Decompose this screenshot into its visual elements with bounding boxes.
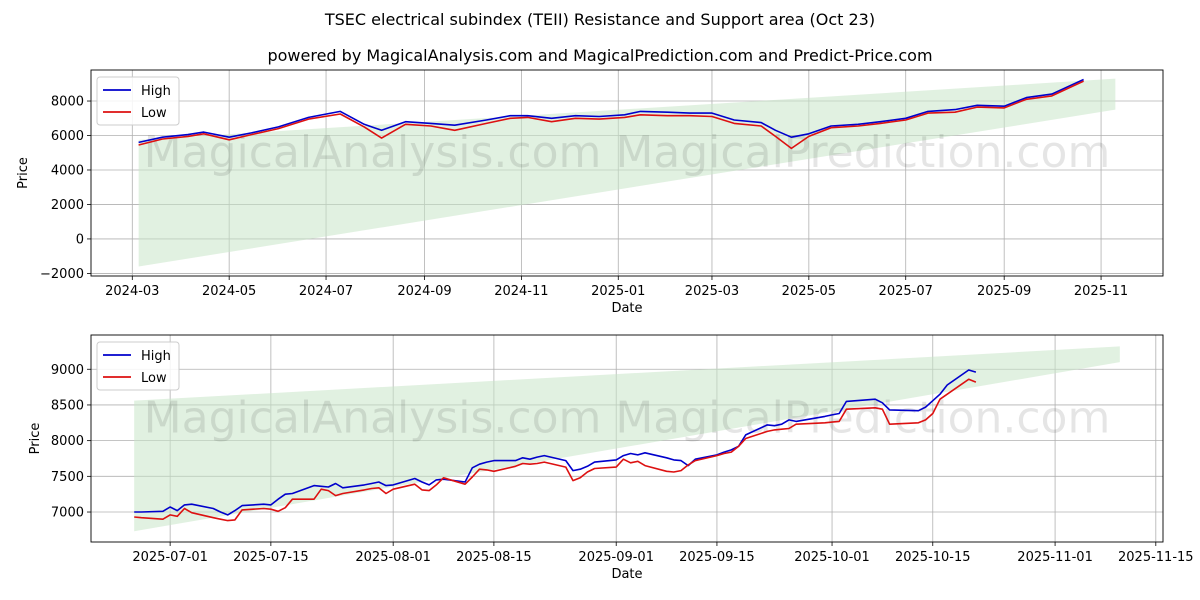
legend-low-label: Low — [141, 106, 167, 121]
y-axis-label: Price — [16, 157, 31, 189]
resistance-support-band — [134, 346, 1120, 532]
x-tick-label: 2025-09-01 — [578, 550, 654, 565]
y-axis-label: Price — [28, 423, 43, 455]
y-tick-label: 6000 — [51, 129, 84, 144]
x-tick-label: 2024-03 — [105, 284, 159, 299]
legend-low-label: Low — [141, 371, 167, 386]
legend-high-label: High — [141, 349, 171, 364]
x-tick-label: 2025-10-15 — [895, 550, 971, 565]
x-tick-label: 2025-09-15 — [679, 550, 755, 565]
y-tick-label: 2000 — [51, 198, 84, 213]
y-tick-label: 8500 — [51, 398, 84, 413]
watermark: MagicalAnalysis.com MagicalPrediction.co… — [144, 392, 1111, 443]
y-tick-label: 4000 — [51, 163, 84, 178]
x-tick-label: 2025-11-01 — [1017, 550, 1093, 565]
y-tick-label: 9000 — [51, 363, 84, 378]
resistance-support-band — [138, 78, 1116, 267]
legend-box — [96, 341, 180, 391]
high-series-line — [138, 78, 1084, 144]
y-tick-label: 8000 — [51, 434, 84, 449]
chart-subtitle: powered by MagicalAnalysis.com and Magic… — [267, 46, 933, 65]
x-axis-label: Date — [611, 301, 642, 316]
x-tick-label: 2025-11 — [1074, 284, 1128, 299]
y-tick-label: 8000 — [51, 95, 84, 110]
x-tick-label: 2025-11-15 — [1118, 550, 1194, 565]
x-tick-label: 2025-03 — [685, 284, 739, 299]
high-series-line — [134, 369, 977, 516]
plot-frame — [90, 334, 1164, 543]
y-tick-label: 0 — [76, 232, 84, 247]
low-series-line — [134, 378, 977, 522]
x-tick-label: 2024-07 — [299, 284, 353, 299]
x-tick-label: 2024-05 — [202, 284, 256, 299]
x-tick-label: 2025-08-15 — [456, 550, 532, 565]
x-axis-label: Date — [611, 567, 642, 582]
bottom-chart: 2025-07-01 2025-07-15 2025-08-01 2025-08-15… — [28, 334, 1194, 582]
y-tick-label: 7500 — [51, 470, 84, 485]
x-tick-label: 2025-05 — [782, 284, 836, 299]
chart-title: TSEC electrical subindex (TEII) Resistan… — [324, 10, 876, 29]
low-series-line — [138, 80, 1084, 150]
x-tick-label: 2025-09 — [977, 284, 1031, 299]
x-tick-label: 2025-08-01 — [355, 550, 431, 565]
legend-box — [96, 76, 180, 126]
y-tick-label: 7000 — [51, 506, 84, 521]
x-tick-label: 2025-07-15 — [233, 550, 309, 565]
y-tick-label: −2000 — [40, 267, 84, 282]
x-tick-label: 2025-07 — [879, 284, 933, 299]
x-tick-label: 2024-09 — [397, 284, 451, 299]
x-tick-label: 2025-01 — [591, 284, 645, 299]
x-tick-label: 2025-07-01 — [132, 550, 208, 565]
top-chart: 2024-03 2024-05 2024-07 2024-09 2024-11 2025-… — [16, 69, 1164, 316]
x-tick-label: 2024-11 — [494, 284, 548, 299]
watermark: MagicalAnalysis.com MagicalPrediction.co… — [144, 127, 1111, 178]
legend-high-label: High — [141, 84, 171, 99]
plot-frame — [90, 69, 1164, 277]
x-tick-label: 2025-10-01 — [794, 550, 870, 565]
